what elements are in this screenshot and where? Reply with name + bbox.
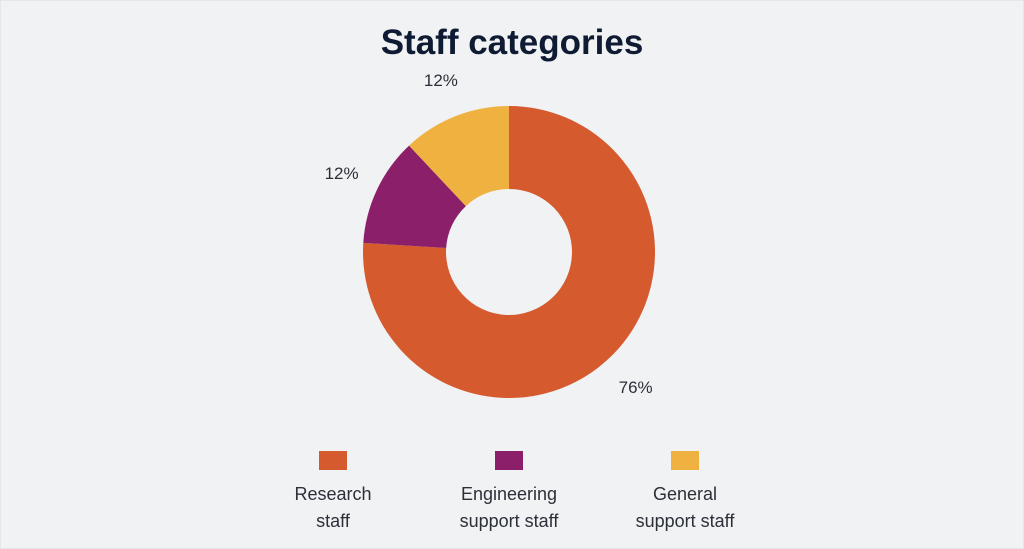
legend-label: Engineering support staff <box>459 484 559 531</box>
chart-title: Staff categories <box>380 23 644 62</box>
legend: Research staff Engineering support staff… <box>1 451 1023 541</box>
legend-label: General support staff <box>635 484 735 531</box>
donut-slice-general-support-staff <box>409 106 509 207</box>
donut-slice-research-staff <box>362 106 656 398</box>
legend-swatch <box>319 451 347 470</box>
legend-label: Research staff <box>294 484 372 531</box>
donut-slice-engineering-support-staff <box>363 145 466 249</box>
data-label-engineering-support-staff: 12% <box>325 164 359 183</box>
legend-swatch <box>495 451 523 470</box>
data-label-general-support-staff: 12% <box>424 71 458 90</box>
legend-item-engineering-support-staff: Engineering support staff <box>409 451 609 535</box>
legend-swatch <box>671 451 699 470</box>
legend-item-general-support-staff: General support staff <box>585 451 785 535</box>
legend-item-research-staff: Research staff <box>233 451 433 535</box>
data-label-research-staff: 76% <box>619 378 653 397</box>
